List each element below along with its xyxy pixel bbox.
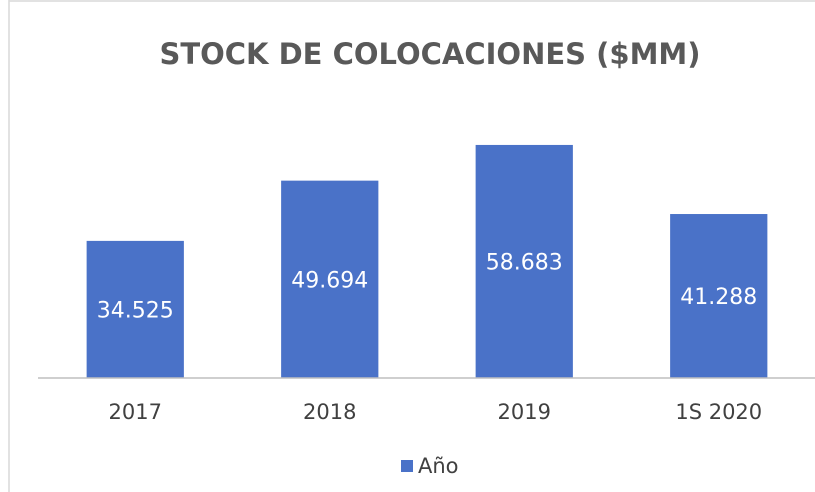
- bar: [670, 214, 768, 378]
- data-label: 58.683: [486, 250, 563, 275]
- chart-title: STOCK DE COLOCACIONES ($MM): [159, 37, 700, 71]
- x-tick-label: 2018: [303, 400, 356, 424]
- bar: [281, 180, 379, 378]
- legend-swatch: [401, 460, 413, 472]
- x-tick-label: 2017: [109, 400, 162, 424]
- legend-label: Año: [418, 454, 459, 478]
- data-label: 49.694: [291, 268, 368, 293]
- data-label: 34.525: [97, 298, 174, 323]
- data-label: 41.288: [680, 285, 757, 310]
- x-tick-label: 1S 2020: [675, 400, 762, 424]
- bar: [86, 240, 184, 378]
- x-tick-label: 2019: [498, 400, 551, 424]
- bar: [475, 144, 573, 378]
